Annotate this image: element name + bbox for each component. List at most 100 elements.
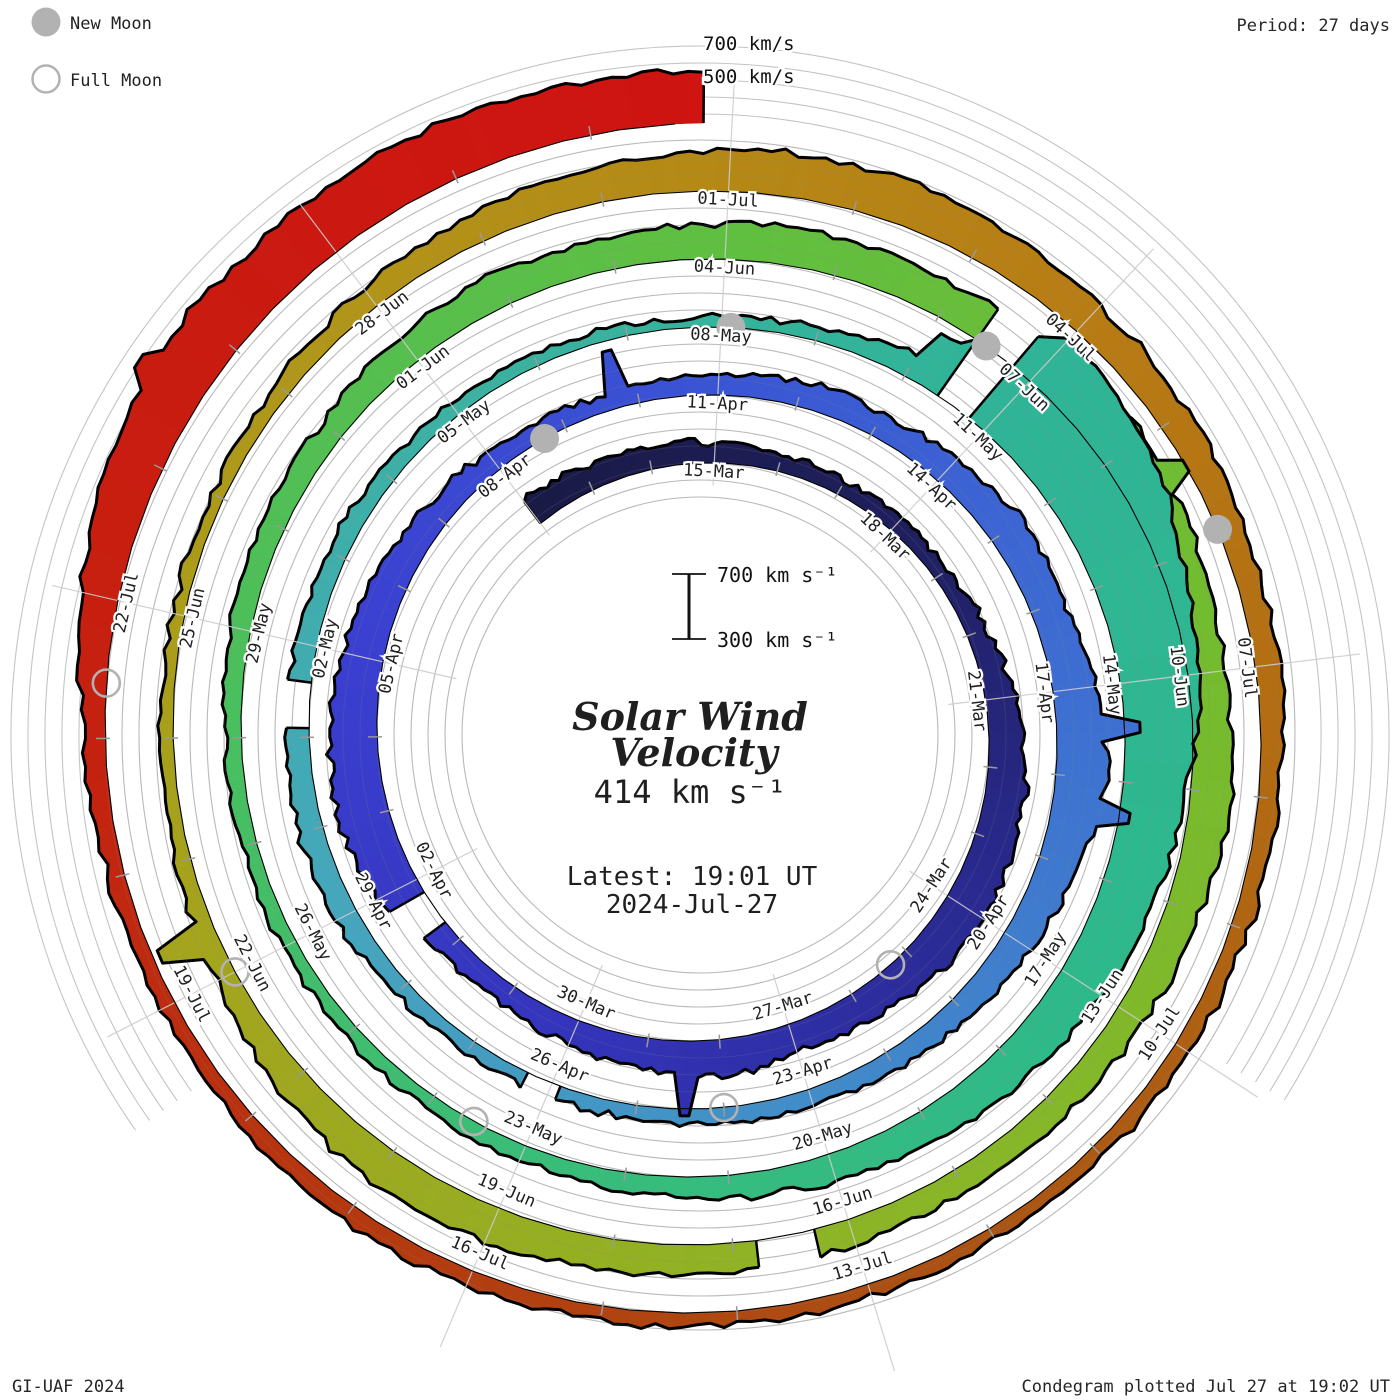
velocity-band	[286, 311, 979, 684]
day-tick	[1100, 459, 1113, 469]
gridline-circle-overlay	[461, 496, 939, 974]
band-cut-edge	[968, 335, 1040, 419]
velocity-band-segment	[671, 1244, 686, 1278]
velocity-band-segment	[284, 736, 310, 748]
day-tick	[983, 765, 998, 769]
velocity-band	[422, 436, 1031, 1118]
day-tick	[1026, 608, 1040, 615]
full-moon-marker	[875, 949, 906, 980]
new-moon-marker	[1203, 514, 1233, 544]
day-tick	[281, 387, 293, 398]
radial-gridline	[107, 847, 478, 1038]
velocity-band-segment	[675, 1176, 688, 1199]
radial-gridlines	[51, 70, 1361, 1372]
chart-title-line2: Velocity	[610, 730, 780, 775]
day-tick	[851, 201, 858, 216]
day-tick	[612, 259, 617, 274]
band-cut-edge	[519, 1072, 530, 1089]
day-tick	[348, 1023, 361, 1034]
latest-date-label: 2024-Jul-27	[606, 890, 778, 920]
day-tick	[347, 1201, 358, 1214]
velocity-band-segment	[988, 725, 1026, 734]
date-label: 08-May	[690, 324, 752, 347]
day-tick	[832, 266, 838, 281]
day-tick	[985, 1224, 995, 1238]
new-moon-marker	[971, 331, 1001, 361]
velocity-scale-bar: 700 km s⁻¹ 300 km s⁻¹	[672, 563, 837, 652]
velocity-band-segment	[690, 222, 704, 260]
day-tick	[901, 367, 910, 381]
day-tick	[637, 393, 641, 408]
date-label: 15-Mar	[683, 460, 745, 483]
full-moon-marker	[709, 1092, 739, 1123]
full-moon-marker	[91, 668, 122, 698]
new-moon-marker	[716, 312, 746, 342]
day-tick	[948, 995, 960, 1007]
velocity-band-segment	[285, 755, 312, 767]
velocity-band-segment	[159, 737, 174, 752]
day-tick	[1186, 788, 1201, 792]
day-tick	[452, 935, 464, 946]
date-label: 01-Jul	[697, 189, 759, 212]
velocity-band-segment	[662, 152, 679, 194]
period-label: Period: 27 days	[1236, 16, 1390, 36]
day-tick	[333, 430, 346, 442]
velocity-band-segment	[84, 765, 108, 782]
radial-gridline	[909, 870, 1259, 1098]
band-cut-edge	[287, 678, 312, 684]
moon-legend: New Moon Full Moon	[31, 7, 162, 94]
day-tick	[275, 524, 289, 533]
velocity-trace	[75, 68, 1287, 1331]
scale-bar-top-label: 700 km s⁻¹	[717, 563, 837, 587]
day-tick	[506, 294, 514, 309]
day-tick	[153, 464, 168, 472]
day-tick	[468, 1037, 478, 1050]
day-tick	[917, 1106, 926, 1120]
velocity-trace	[220, 219, 1203, 1202]
day-tick	[727, 1170, 730, 1185]
day-tick	[533, 356, 541, 371]
velocity-band-segment	[704, 1039, 715, 1075]
day-tick	[1153, 561, 1168, 568]
full-moon-legend-icon	[31, 64, 61, 94]
day-tick	[428, 1092, 438, 1105]
day-tick	[588, 481, 596, 495]
day-tick	[1034, 854, 1049, 861]
gridline-overlay	[104, 139, 1296, 1331]
velocity-band-segment	[1260, 744, 1285, 760]
day-tick	[731, 1238, 734, 1253]
velocity-band-segment	[223, 758, 244, 772]
day-tick	[387, 1146, 398, 1160]
day-tick	[1043, 497, 1057, 507]
day-tick	[1089, 584, 1104, 592]
day-tick	[228, 344, 241, 355]
day-tick	[968, 249, 978, 263]
day-tick	[951, 1165, 960, 1179]
current-speed-value: 414 km s⁻¹	[594, 773, 787, 811]
velocity-band-segment	[708, 1243, 723, 1274]
gridline-circle-overlay	[104, 139, 1296, 1331]
velocity-band-segment	[672, 70, 690, 125]
moon-markers	[91, 312, 1233, 1137]
day-tick	[649, 460, 654, 475]
credit-label: GI-UAF 2024	[12, 1377, 125, 1397]
day-tick	[646, 1033, 650, 1048]
day-tick	[1089, 1142, 1101, 1155]
velocity-band-segment	[696, 1244, 710, 1274]
band-cut-edge	[936, 338, 979, 397]
day-tick	[624, 326, 629, 341]
velocity-band-segment	[707, 1175, 720, 1201]
day-tick	[848, 989, 857, 1003]
band-cut-edge	[554, 1085, 562, 1101]
full-moon-legend-label: Full Moon	[70, 71, 162, 91]
velocity-trace	[286, 311, 978, 680]
radial-gridline	[439, 964, 603, 1348]
velocity-band-segment	[683, 1244, 698, 1276]
radial-gridline	[948, 653, 1361, 706]
velocity-bands	[75, 68, 1287, 1331]
outer-scale-labels: 700 km/s 500 km/s	[701, 31, 798, 91]
day-tick	[451, 170, 459, 184]
velocity-band-segment	[165, 662, 177, 678]
day-tick	[247, 840, 262, 846]
day-tick	[935, 308, 944, 322]
